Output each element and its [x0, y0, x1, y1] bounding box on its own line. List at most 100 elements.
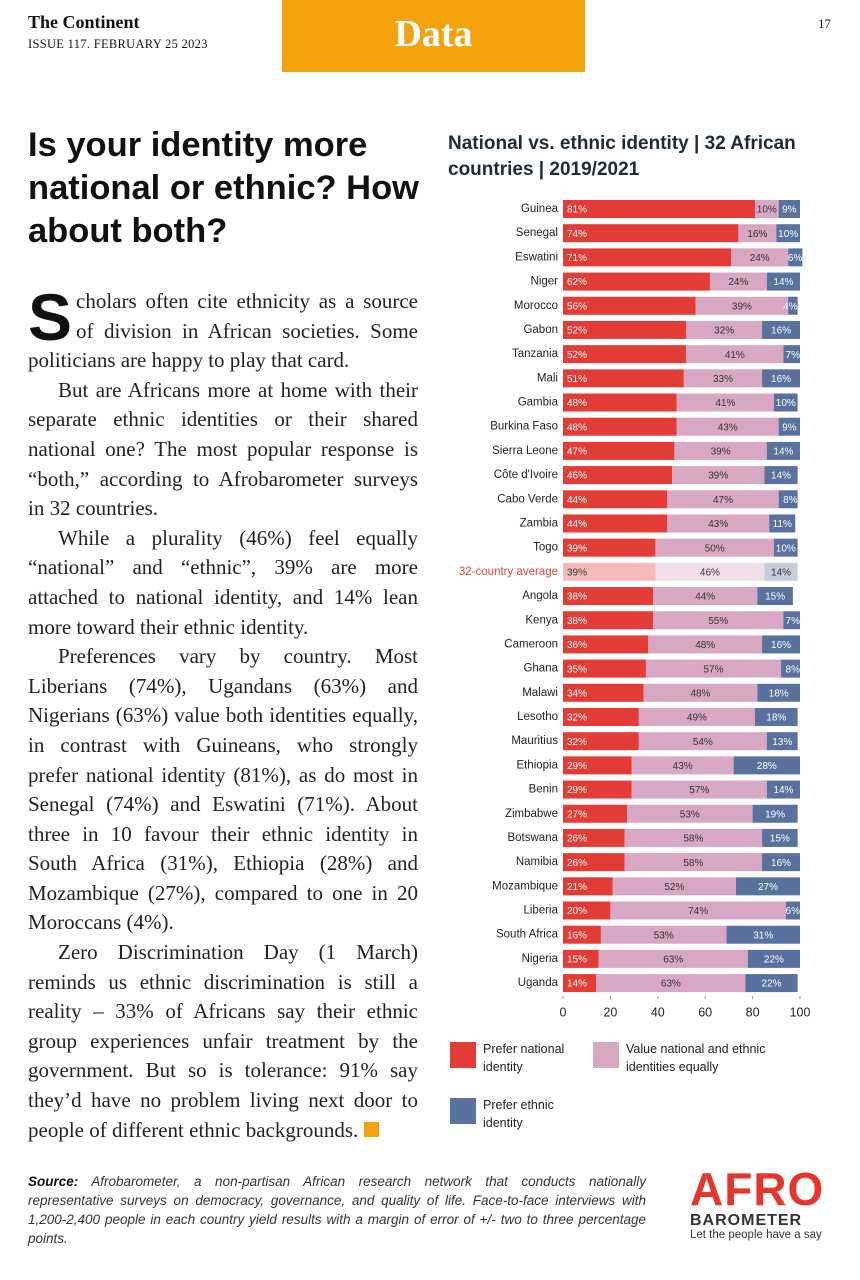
category-label: Niger: [531, 276, 559, 288]
value-label: 52%: [567, 326, 587, 337]
value-label: 26%: [567, 834, 587, 845]
bar-segment: [631, 780, 767, 799]
issue: ISSUE 117. FEBRUARY 25 2023: [28, 37, 208, 51]
end-mark: [364, 1121, 380, 1137]
value-label: 14%: [773, 447, 793, 458]
bar-segment: [667, 514, 770, 533]
value-label: 22%: [762, 979, 782, 990]
value-label: 14%: [773, 785, 793, 796]
bar-segment: [631, 756, 734, 775]
bar-segment: [563, 828, 625, 847]
bar-segment: [736, 877, 800, 896]
value-label: 14%: [771, 567, 791, 578]
bar-segment: [598, 949, 748, 968]
bar-segment: [563, 877, 613, 896]
bar-segment: [624, 828, 763, 847]
category-label: Senegal: [516, 227, 558, 239]
bar-segment: [766, 732, 798, 751]
category-label: Côte d'Ivoire: [494, 469, 558, 481]
bar-segment: [655, 538, 774, 557]
value-label: 16%: [771, 374, 791, 385]
bar-segment: [655, 562, 765, 581]
category-label: Angola: [522, 590, 558, 602]
value-label: 52%: [567, 350, 587, 361]
bar-segment: [783, 345, 800, 364]
value-label: 41%: [715, 398, 735, 409]
value-label: 15%: [765, 592, 785, 603]
value-label: 47%: [713, 495, 733, 506]
bar-segment: [776, 224, 800, 243]
bar-segment: [778, 417, 800, 436]
value-label: 63%: [663, 955, 683, 966]
value-label: 63%: [661, 979, 681, 990]
value-label: 16%: [771, 326, 791, 337]
x-tick-label: 60: [698, 1005, 712, 1019]
bar-segment: [563, 441, 675, 460]
value-label: 46%: [700, 567, 720, 578]
value-label: 22%: [764, 955, 784, 966]
bar-segment: [788, 248, 803, 267]
category-label: Togo: [533, 542, 558, 554]
value-label: 74%: [567, 229, 587, 240]
bar-segment: [563, 200, 755, 218]
x-tick-label: 0: [560, 1005, 567, 1019]
bar-segment: [757, 683, 800, 702]
value-label: 8%: [783, 495, 798, 506]
legend-label: Prefer ethnic identity: [483, 1098, 554, 1130]
bar-segment: [563, 587, 654, 606]
bar-segment: [781, 659, 800, 678]
category-label: Uganda: [518, 977, 559, 989]
logo-tagline: Let the people have a say: [690, 1229, 822, 1241]
source-label: Source:: [28, 1174, 79, 1189]
paragraph: cholars often cite ethnicity as a source…: [28, 287, 418, 376]
category-label: Namibia: [516, 856, 559, 868]
bar-segment: [563, 853, 625, 872]
value-label: 53%: [680, 809, 700, 820]
bar-segment: [769, 514, 796, 533]
x-tick-label: 40: [651, 1005, 665, 1019]
legend-swatch: [593, 1042, 619, 1068]
value-label: 44%: [695, 592, 715, 603]
bar-segment: [778, 200, 800, 218]
value-label: 28%: [757, 761, 777, 772]
category-label: Kenya: [525, 614, 558, 626]
value-label: 7%: [786, 616, 801, 627]
value-label: 32%: [567, 713, 587, 724]
category-label: Lesotho: [517, 711, 558, 723]
value-label: 39%: [711, 447, 731, 458]
bar-segment: [674, 441, 767, 460]
bar-segment: [752, 804, 798, 823]
value-label: 39%: [567, 543, 587, 554]
logo-name: AFRO: [690, 1163, 825, 1215]
value-label: 81%: [567, 205, 587, 216]
value-label: 6%: [788, 253, 803, 264]
value-label: 18%: [769, 688, 789, 699]
bar-segment: [766, 780, 800, 799]
dropcap: S: [28, 280, 73, 354]
value-label: 16%: [771, 858, 791, 869]
value-label: 8%: [786, 664, 801, 675]
bar-segment: [563, 490, 668, 509]
value-label: 50%: [705, 543, 725, 554]
value-label: 51%: [567, 374, 587, 385]
bar-segment: [785, 901, 800, 920]
value-label: 27%: [567, 809, 587, 820]
bar-segment: [667, 490, 779, 509]
legend-label: Prefer national identity: [483, 1042, 565, 1074]
bar-segment: [778, 490, 798, 509]
category-label: Ethiopia: [516, 759, 558, 771]
value-label: 36%: [567, 640, 587, 651]
category-label: Gabon: [523, 324, 558, 336]
publication: The Continent: [28, 12, 140, 32]
bar-segment: [563, 296, 696, 315]
bar-segment: [754, 707, 798, 726]
value-label: 26%: [567, 858, 587, 869]
bar-segment: [643, 683, 758, 702]
value-label: 58%: [683, 834, 703, 845]
chart-title: National vs. ethnic identity | 32 Africa…: [448, 133, 796, 180]
category-label: Liberia: [523, 905, 558, 917]
value-label: 16%: [771, 640, 791, 651]
bar-segment: [563, 272, 710, 291]
source-text: Afrobarometer, a non-partisan African re…: [28, 1174, 646, 1246]
value-label: 41%: [725, 350, 745, 361]
